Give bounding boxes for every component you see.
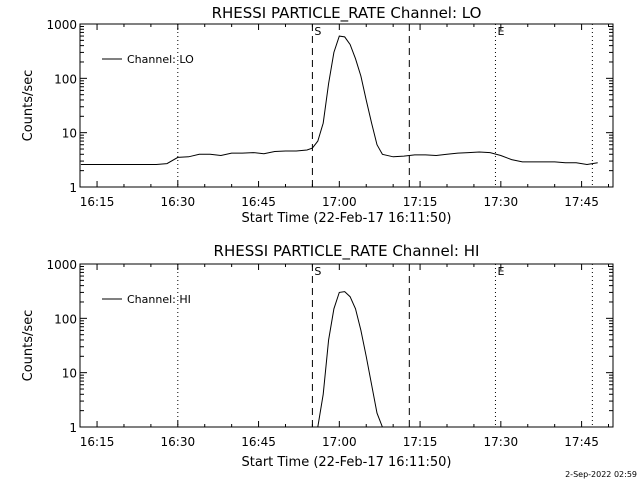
y-tick-label: 100: [54, 72, 77, 86]
series-line: [317, 291, 383, 427]
x-axis-label: Start Time (22-Feb-17 16:11:50): [242, 211, 452, 226]
marker-label: E: [497, 25, 504, 38]
plot-frame: [79, 263, 614, 428]
footer-timestamp: 2-Sep-2022 02:59: [565, 470, 637, 479]
x-tick-label: 16:45: [241, 435, 276, 449]
chart-title: RHESSI PARTICLE_RATE Channel: HI: [214, 242, 480, 261]
y-tick-label: 10: [62, 367, 77, 381]
x-tick-label: 17:30: [484, 195, 519, 209]
x-tick-label: 16:15: [80, 435, 115, 449]
marker-label: S: [314, 265, 321, 278]
x-tick-label: 17:15: [403, 195, 438, 209]
x-tick-label: 17:45: [564, 195, 599, 209]
y-axis-label: Counts/sec: [21, 70, 36, 142]
y-tick-label: 1: [69, 181, 77, 195]
x-tick-label: 16:30: [161, 195, 196, 209]
x-tick-label: 17:00: [322, 435, 357, 449]
plot-frame: [79, 23, 614, 188]
legend-label: Channel: LO: [127, 53, 194, 66]
x-tick-label: 17:30: [484, 435, 519, 449]
x-tick-label: 16:30: [161, 435, 196, 449]
x-axis-label: Start Time (22-Feb-17 16:11:50): [242, 455, 452, 470]
y-tick-label: 1000: [46, 258, 77, 272]
legend-label: Channel: HI: [127, 293, 191, 306]
y-tick-label: 1000: [46, 18, 77, 32]
x-tick-label: 17:15: [403, 435, 438, 449]
series-line: [80, 35, 598, 166]
y-tick-label: 10: [62, 127, 77, 141]
x-tick-label: 17:45: [564, 435, 599, 449]
marker-label: E: [497, 265, 504, 278]
hi-channel-panel: RHESSI PARTICLE_RATE Channel: HI 16:15 16:…: [21, 242, 614, 470]
x-tick-label: 16:15: [80, 195, 115, 209]
x-tick-label: 17:00: [322, 195, 357, 209]
y-tick-label: 100: [54, 312, 77, 326]
lo-channel-panel: RHESSI PARTICLE_RATE Channel: LO 16:15 16:…: [21, 4, 614, 226]
marker-label: S: [314, 25, 321, 38]
y-axis-label: Counts/sec: [21, 310, 36, 382]
chart-title: RHESSI PARTICLE_RATE Channel: LO: [212, 4, 482, 23]
x-tick-label: 16:45: [241, 195, 276, 209]
y-tick-label: 1: [69, 421, 77, 435]
